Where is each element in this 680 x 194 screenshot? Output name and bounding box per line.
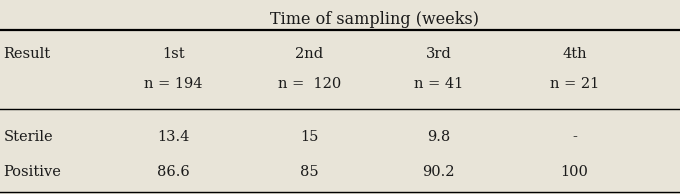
Text: n = 21: n = 21	[550, 77, 599, 91]
Text: 90.2: 90.2	[422, 165, 455, 179]
Text: 86.6: 86.6	[157, 165, 190, 179]
Text: 2nd: 2nd	[295, 47, 324, 61]
Text: Time of sampling (weeks): Time of sampling (weeks)	[269, 11, 479, 28]
Text: -: -	[572, 130, 577, 144]
Text: 13.4: 13.4	[157, 130, 190, 144]
Text: 4th: 4th	[562, 47, 587, 61]
Text: n = 194: n = 194	[144, 77, 203, 91]
Text: Result: Result	[3, 47, 50, 61]
Text: Sterile: Sterile	[3, 130, 53, 144]
Text: 1st: 1st	[162, 47, 185, 61]
Text: 3rd: 3rd	[426, 47, 452, 61]
Text: Positive: Positive	[3, 165, 61, 179]
Text: 85: 85	[300, 165, 319, 179]
Text: n =  120: n = 120	[277, 77, 341, 91]
Text: 9.8: 9.8	[427, 130, 450, 144]
Text: 15: 15	[300, 130, 319, 144]
Text: 100: 100	[561, 165, 588, 179]
Text: n = 41: n = 41	[414, 77, 463, 91]
